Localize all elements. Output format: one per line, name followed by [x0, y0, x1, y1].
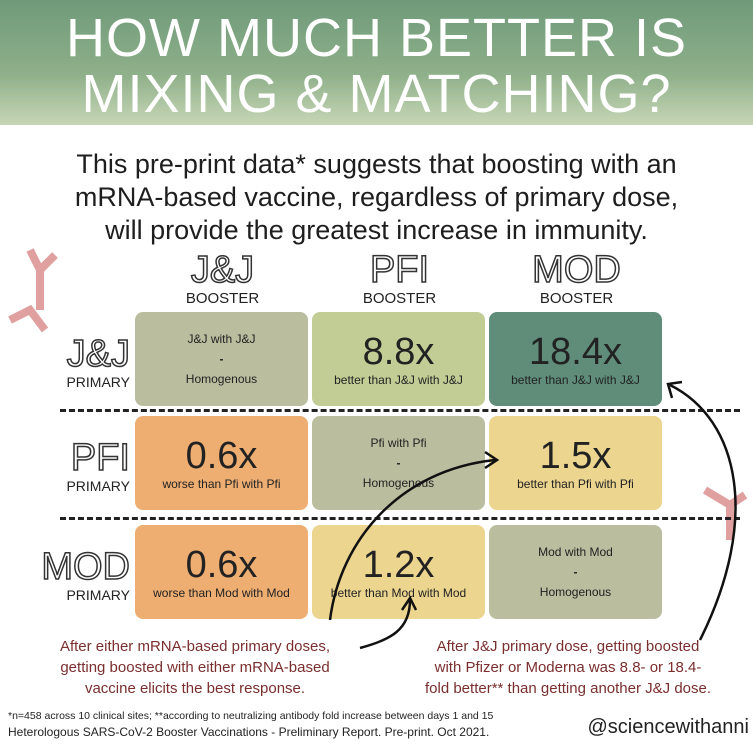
- cell-desc: better than Mod with Mod: [330, 586, 467, 600]
- cell-desc: better than J&J with J&J: [334, 373, 463, 387]
- row-divider: [60, 409, 740, 412]
- cell-value: 8.8x: [362, 331, 435, 373]
- title-line-1: HOW MUCH BETTER IS: [66, 8, 687, 68]
- column-label: BOOSTER: [185, 290, 260, 307]
- title-line-2: MIXING & MATCHING?: [81, 64, 672, 124]
- matrix-cell: J&J with J&J - Homogenous: [135, 312, 308, 406]
- column-header: J&J BOOSTER: [135, 249, 310, 307]
- cell-bottom: Homogenous: [362, 476, 435, 490]
- column-name: PFI: [369, 249, 430, 291]
- row-header: J&J PRIMARY: [20, 333, 131, 390]
- footnote: *n=458 across 10 clinical sites; **accor…: [8, 708, 493, 740]
- cell-bottom: Homogenous: [539, 585, 612, 599]
- note-right-line: fold better** than getting another J&J d…: [424, 680, 712, 697]
- row-divider: [60, 517, 740, 520]
- cell-desc: worse than Pfi with Pfi: [162, 477, 281, 491]
- footnote-line-1: *n=458 across 10 clinical sites; **accor…: [8, 710, 494, 722]
- cell-dash: -: [573, 565, 578, 579]
- matrix-cell: 1.5x better than Pfi with Pfi: [489, 416, 662, 510]
- cell-value: 1.5x: [539, 435, 612, 477]
- note-right-line: with Pfizer or Moderna was 8.8- or 18.4-: [434, 659, 702, 676]
- matrix-cell: 18.4x better than J&J with J&J: [489, 312, 662, 406]
- matrix-cell: Mod with Mod - Homogenous: [489, 525, 662, 619]
- row-header: MOD PRIMARY: [20, 546, 131, 603]
- cell-value: 18.4x: [529, 331, 622, 373]
- matrix-cell: 0.6x worse than Pfi with Pfi: [135, 416, 308, 510]
- row-label: PRIMARY: [66, 587, 130, 603]
- row-name: J&J: [66, 333, 131, 375]
- row-name: MOD: [41, 546, 131, 588]
- cell-bottom: Homogenous: [185, 372, 258, 386]
- subtitle-line-3: will provide the greatest increase in im…: [105, 215, 648, 245]
- cell-top: J&J with J&J: [187, 332, 256, 346]
- cell-dash: -: [219, 352, 224, 366]
- subtitle-line-2: mRNA-based vaccine, regardless of primar…: [74, 182, 679, 212]
- note-left-line: vaccine elicits the best response.: [84, 680, 306, 697]
- footnote-line-2: Heterologous SARS-CoV-2 Booster Vaccinat…: [8, 725, 490, 739]
- cell-value: 0.6x: [185, 435, 258, 477]
- note-right: After J&J primary dose, getting boosted …: [383, 636, 753, 699]
- subtitle-line-1: This pre-print data* suggests that boost…: [76, 149, 677, 179]
- column-label: BOOSTER: [539, 290, 614, 307]
- column-name: J&J: [190, 249, 255, 291]
- row-label: PRIMARY: [66, 478, 130, 494]
- cell-desc: better than J&J with J&J: [511, 373, 640, 387]
- column-header: MOD BOOSTER: [489, 249, 664, 307]
- cell-desc: better than Pfi with Pfi: [517, 477, 634, 491]
- matrix-cell: Pfi with Pfi - Homogenous: [312, 416, 485, 510]
- author-handle: @sciencewithanni: [587, 716, 750, 738]
- row-label: PRIMARY: [66, 374, 130, 390]
- note-left-line: getting boosted with either mRNA-based: [60, 659, 330, 676]
- cell-top: Mod with Mod: [538, 545, 613, 559]
- matrix-cell: 0.6x worse than Mod with Mod: [135, 525, 308, 619]
- cell-top: Pfi with Pfi: [370, 436, 427, 450]
- matrix-cell: 1.2x better than Mod with Mod: [312, 525, 485, 619]
- matrix-cell: 8.8x better than J&J with J&J: [312, 312, 485, 406]
- antibody-icon: [702, 486, 748, 540]
- note-left-line: After either mRNA-based primary doses,: [59, 638, 331, 655]
- cell-desc: worse than Mod with Mod: [153, 586, 290, 600]
- antibody-icon: [8, 248, 58, 333]
- row-name: PFI: [70, 437, 131, 479]
- note-right-line: After J&J primary dose, getting boosted: [436, 638, 700, 655]
- column-name: MOD: [531, 249, 621, 291]
- cell-value: 1.2x: [362, 544, 435, 586]
- cell-value: 0.6x: [185, 544, 258, 586]
- header-band: [0, 0, 753, 125]
- column-header: PFI BOOSTER: [312, 249, 487, 307]
- note-left: After either mRNA-based primary doses, g…: [10, 636, 380, 699]
- row-header: PFI PRIMARY: [20, 437, 131, 494]
- column-label: BOOSTER: [362, 290, 437, 307]
- cell-dash: -: [396, 456, 401, 470]
